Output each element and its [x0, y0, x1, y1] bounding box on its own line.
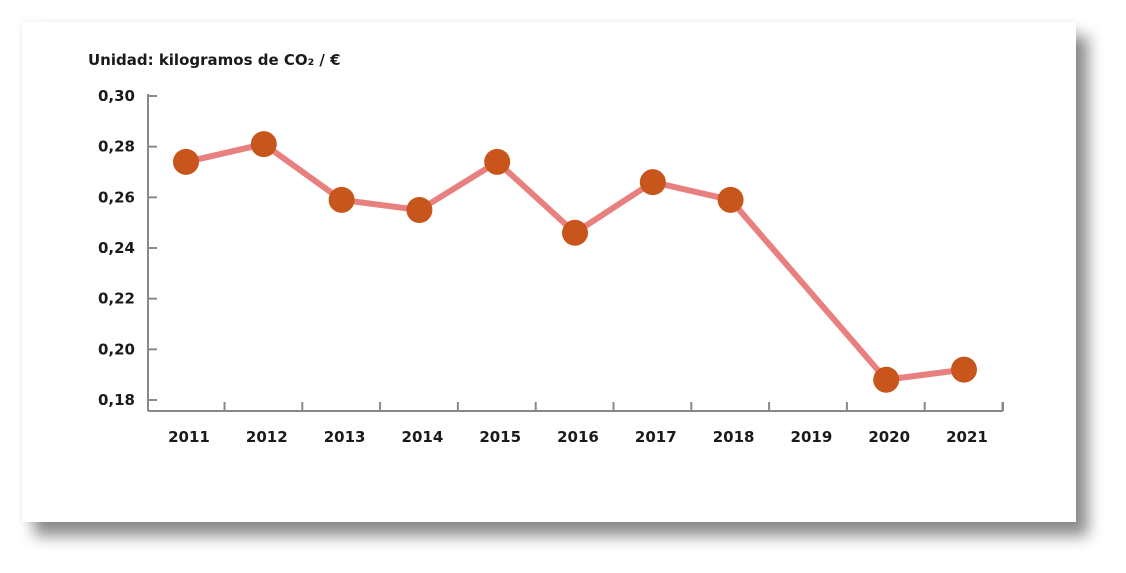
x-tick-label: 2014 [402, 428, 444, 446]
y-tick-label: 0,20 [98, 340, 135, 358]
x-tick-label: 2020 [868, 428, 910, 446]
x-tick-label: 2011 [168, 428, 210, 446]
x-tick-label: 2013 [324, 428, 366, 446]
y-tick-label: 0,26 [98, 188, 135, 206]
y-tick-label: 0,30 [98, 87, 135, 105]
x-ticks: 2011 2012 2013 2014 2015 2016 2017 2018 2019 2020… [168, 402, 1004, 446]
data-point-2016 [562, 219, 588, 246]
data-point-2017 [639, 169, 666, 196]
y-tick-label: 0,22 [98, 290, 135, 308]
x-tick-label: 2015 [479, 428, 521, 446]
series-polyline [183, 141, 967, 383]
data-point-2012 [250, 131, 277, 158]
x-tick-label: 2017 [635, 428, 677, 446]
data-point-2021 [951, 356, 977, 383]
series-markers [173, 131, 977, 393]
y-tick-label: 0,18 [98, 391, 135, 409]
y-tick-label: 0,28 [98, 138, 135, 156]
y-ticks: 0,30 0,28 0,26 0,24 0,22 0,20 0,18 [98, 87, 157, 409]
chart-card [22, 22, 1076, 522]
unit-label: Unidad: kilogramos de CO₂ / € [88, 51, 341, 69]
data-point-2013 [328, 186, 355, 213]
data-point-2015 [484, 148, 511, 175]
x-tick-label: 2018 [713, 428, 755, 446]
y-tick-label: 0,24 [98, 239, 135, 257]
series-line [183, 141, 967, 383]
data-point-2011 [173, 148, 199, 175]
x-tick-label: 2019 [791, 428, 833, 446]
x-tick-label: 2021 [946, 428, 988, 446]
x-tick-label: 2012 [246, 428, 288, 446]
data-point-2014 [406, 197, 433, 223]
x-tick-label: 2016 [557, 428, 599, 446]
data-point-2020 [873, 366, 900, 393]
data-point-2018 [717, 186, 744, 213]
